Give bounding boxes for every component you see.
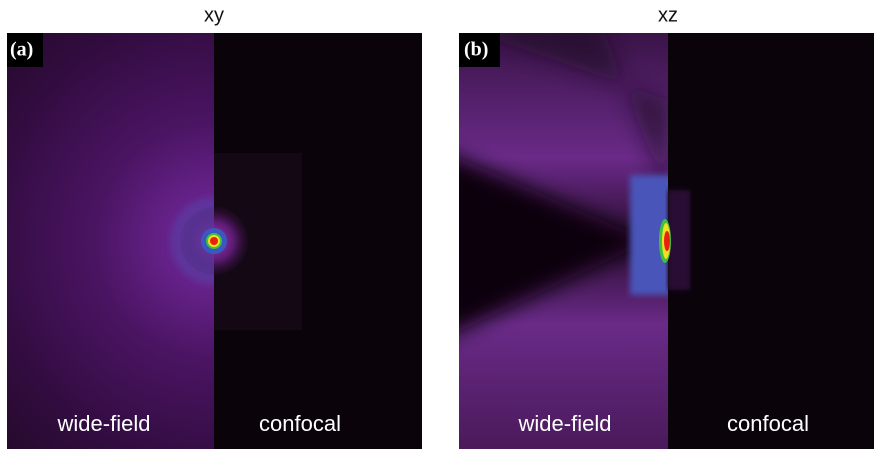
left-caption: wide-field (57, 411, 151, 436)
panel-title: xy (204, 4, 224, 26)
psf-peak (210, 237, 218, 245)
figure: (a) xy wide-field confocal (b) xz wide-f… (0, 0, 874, 449)
left-caption: wide-field (518, 411, 612, 436)
panel-b: (b) xz wide-field confocal (440, 4, 874, 449)
panel-title: xz (658, 4, 678, 26)
panel-a: (a) xy wide-field confocal (7, 4, 422, 449)
right-caption: confocal (259, 411, 341, 436)
right-caption: confocal (727, 411, 809, 436)
psf-peak (664, 231, 670, 251)
confocal-image (668, 33, 874, 449)
panel-label: (b) (464, 39, 488, 61)
confocal-glow (668, 190, 690, 290)
panel-label: (a) (10, 39, 33, 61)
